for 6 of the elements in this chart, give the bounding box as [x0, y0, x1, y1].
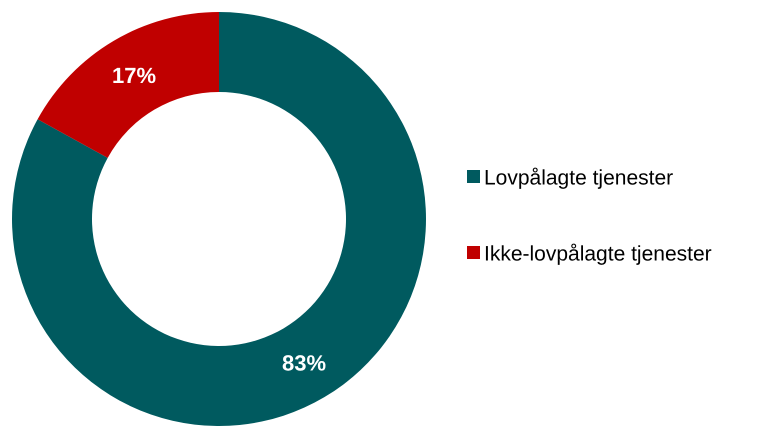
donut-slice: [38, 12, 219, 158]
legend-label: Ikke-lovpålagte tjenester: [484, 242, 712, 266]
data-label: 17%: [112, 62, 156, 88]
legend-label: Lovpålagte tjenester: [484, 166, 674, 190]
data-label: 83%: [282, 350, 326, 376]
donut-slice: [12, 12, 426, 426]
